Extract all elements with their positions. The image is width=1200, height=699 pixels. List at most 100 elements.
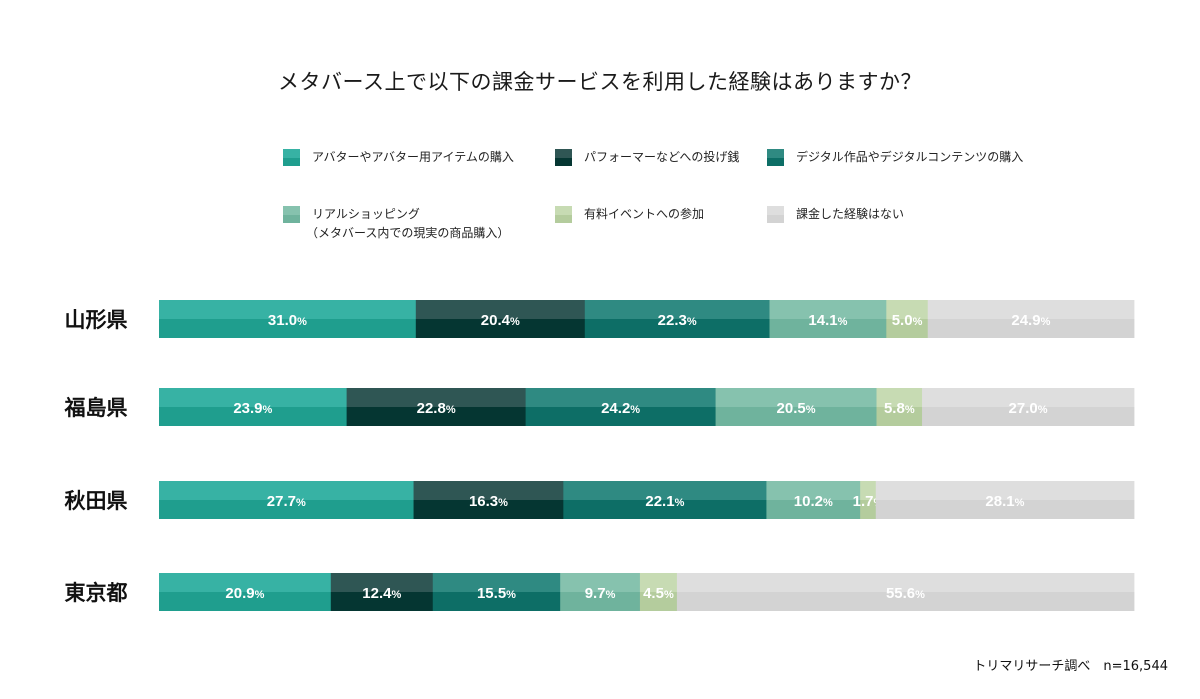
bar-segment-bottom: [560, 592, 641, 611]
data-label: 22.1%: [645, 493, 684, 510]
data-label: 16.3%: [469, 493, 508, 510]
data-label: 24.9%: [1011, 312, 1050, 329]
bar-segment-top: [766, 481, 861, 500]
bar-segment-digital-content-row-3: 22.1%: [563, 481, 767, 519]
data-label: 20.9%: [225, 585, 264, 602]
legend-label-paid-event: 有料イベントへの参加: [584, 207, 705, 221]
bar-segment-top: [330, 573, 434, 592]
bar-segment-bottom: [639, 592, 678, 611]
data-label: 12.4%: [362, 585, 401, 602]
bar-segment-digital-content-row-4: 15.5%: [432, 573, 561, 611]
bar-segment-top: [432, 573, 561, 592]
bar-segment-tipping-row-4: 12.4%: [330, 573, 434, 611]
bar-segment-avatar-row-3: 27.7%: [159, 481, 414, 519]
data-label: 24.2%: [601, 400, 640, 417]
legend-swatch-no-purchase: [767, 206, 784, 223]
bar-segment-paid-event-row-1: 5.0%: [886, 300, 929, 338]
category-label-4: 東京都: [65, 581, 128, 605]
data-label: 4.5%: [643, 585, 674, 602]
bar-segment-paid-event-row-2: 5.8%: [876, 388, 923, 426]
legend-item-digital-content: デジタル作品やデジタルコンテンツの購入: [767, 149, 1023, 166]
bar-segment-no-purchase-row-4: 55.6%: [676, 573, 1135, 611]
legend-label-no-purchase: 課金した経験はない: [796, 207, 905, 221]
bar-segment-top: [525, 388, 716, 407]
category-label-3: 秋田県: [65, 489, 128, 513]
bar-segment-bottom: [159, 500, 414, 519]
bar-segment-top: [715, 388, 877, 407]
data-label: 5.0%: [892, 312, 923, 329]
bar-segment-real-shopping-row-1: 14.1%: [769, 300, 887, 338]
legend-item-no-purchase: 課金した経験はない: [767, 206, 904, 223]
bar-segment-bottom: [584, 319, 770, 338]
legend-swatch-paid-event: [555, 206, 572, 223]
bar-segment-top: [927, 300, 1135, 319]
data-label: 22.3%: [658, 312, 697, 329]
bar-segment-tipping-row-2: 22.8%: [346, 388, 527, 426]
legend-swatch-tipping: [555, 149, 572, 166]
data-label: 10.2%: [794, 493, 833, 510]
data-label: 14.1%: [808, 312, 847, 329]
legend-item-real-shopping: リアルショッピング （メタバース内での現実の商品購入）: [283, 206, 509, 243]
data-label: 55.6%: [886, 585, 925, 602]
bar-segment-bottom: [676, 592, 1135, 611]
bar-segment-top: [159, 388, 348, 407]
bar-segment-avatar-row-1: 31.0%: [159, 300, 417, 338]
bar-segment-bottom: [876, 407, 923, 426]
bar-segment-bottom: [415, 319, 586, 338]
bar-segment-top: [769, 300, 887, 319]
bar-segment-bottom: [860, 500, 877, 519]
bar-segment-top: [860, 481, 877, 500]
bar-segment-top: [876, 388, 923, 407]
data-label: 23.9%: [233, 400, 272, 417]
legend-label-real-shopping-main: リアルショッピング: [312, 207, 420, 221]
data-label: 5.8%: [884, 400, 915, 417]
bar-segment-real-shopping-row-4: 9.7%: [560, 573, 641, 611]
bar-segment-bottom: [715, 407, 877, 426]
bar-segment-top: [415, 300, 586, 319]
bar-segment-top: [159, 573, 332, 592]
bar-segment-bottom: [927, 319, 1135, 338]
legend-swatch-real-shopping: [283, 206, 300, 223]
legend-swatch-avatar: [283, 149, 300, 166]
legend-label-tipping: パフォーマーなどへの投げ銭: [584, 150, 740, 164]
bar-segment-top: [159, 481, 414, 500]
bar-segment-top: [584, 300, 770, 319]
bar-segment-real-shopping-row-2: 20.5%: [715, 388, 877, 426]
data-label: 31.0%: [268, 312, 307, 329]
bar-segment-top: [413, 481, 564, 500]
data-label: 20.5%: [777, 400, 816, 417]
bar-segment-no-purchase-row-2: 27.0%: [922, 388, 1135, 426]
bar-segment-real-shopping-row-3: 10.2%: [766, 481, 861, 519]
legend-swatch-digital-content: [767, 149, 784, 166]
bar-segment-bottom: [432, 592, 561, 611]
chart-title: メタバース上で以下の課金サービスを利用した経験はありますか？: [278, 70, 922, 94]
bar-segment-bottom: [159, 407, 348, 426]
bar-segment-bottom: [766, 500, 861, 519]
data-label: 27.7%: [267, 493, 306, 510]
bar-segment-bottom: [886, 319, 929, 338]
category-label-1: 山形県: [65, 308, 128, 332]
bar-segment-top: [159, 300, 417, 319]
bar-segment-bottom: [159, 592, 332, 611]
bar-segment-avatar-row-4: 20.9%: [159, 573, 332, 611]
bar-segment-top: [886, 300, 929, 319]
bar-segment-bottom: [159, 319, 417, 338]
legend-label-digital-content: デジタル作品やデジタルコンテンツの購入: [796, 150, 1024, 164]
legend-label-real-shopping-sub: （メタバース内での現実の商品購入）: [306, 226, 510, 240]
legend-item-paid-event: 有料イベントへの参加: [555, 206, 704, 223]
bar-segment-bottom: [346, 407, 527, 426]
bar-segment-top: [560, 573, 641, 592]
legend-label-avatar: アバターやアバター用アイテムの購入: [312, 150, 514, 164]
bar-segment-digital-content-row-1: 22.3%: [584, 300, 770, 338]
bar-segment-top: [875, 481, 1135, 500]
data-label: 28.1%: [985, 493, 1024, 510]
bar-segment-no-purchase-row-3: 28.1%: [875, 481, 1135, 519]
data-label: 22.8%: [417, 400, 456, 417]
data-label: 27.0%: [1009, 400, 1048, 417]
data-label: 15.5%: [477, 585, 516, 602]
bar-segment-bottom: [330, 592, 434, 611]
bar-segment-top: [676, 573, 1135, 592]
bar-segment-top: [563, 481, 767, 500]
bar-segment-digital-content-row-2: 24.2%: [525, 388, 716, 426]
legend-label-real-shopping: リアルショッピング （メタバース内での現実の商品購入）: [306, 206, 509, 243]
